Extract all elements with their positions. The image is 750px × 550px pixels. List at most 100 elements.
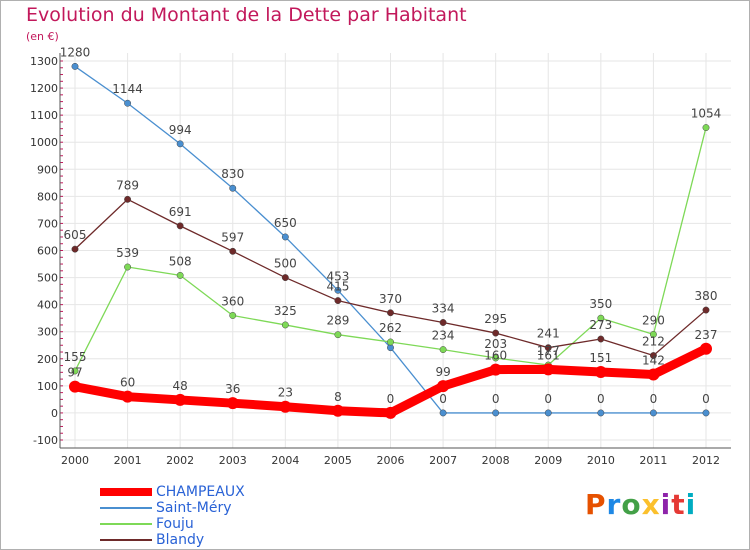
data-point-fouju — [229, 312, 237, 319]
y-tick-label: 200 — [37, 353, 58, 366]
logo-letter: P — [585, 488, 607, 521]
x-tick-label: 2003 — [219, 454, 247, 467]
y-tick-label: 500 — [37, 272, 58, 285]
data-point-saint-m-ry — [124, 99, 132, 107]
data-point-fouju — [492, 354, 500, 362]
y-tick-label: 1000 — [30, 136, 58, 149]
data-label-champeaux: 8 — [334, 390, 342, 404]
data-label-blandy: 334 — [432, 302, 455, 316]
logo-letter: r — [606, 488, 622, 521]
data-point-blandy — [649, 352, 657, 359]
data-point-fouju — [702, 124, 710, 132]
legend-item-fouju: Fouju — [100, 516, 245, 532]
data-label-saint-m-ry: 1280 — [60, 45, 91, 59]
data-point-fouju — [71, 367, 79, 375]
x-tick-label: 2005 — [324, 454, 352, 467]
data-label-blandy: 597 — [221, 230, 244, 244]
data-point-champeaux — [331, 404, 344, 417]
data-point-champeaux — [174, 393, 187, 406]
logo-letter: x — [641, 488, 661, 521]
data-point-saint-m-ry — [649, 409, 657, 417]
data-point-champeaux — [542, 363, 555, 376]
data-point-blandy — [387, 309, 394, 317]
data-label-saint-m-ry: 830 — [221, 167, 244, 181]
data-point-blandy — [439, 319, 447, 326]
data-point-champeaux — [594, 366, 607, 379]
x-tick-label: 2001 — [114, 454, 142, 467]
data-point-blandy — [334, 297, 342, 305]
data-point-saint-m-ry — [544, 409, 552, 417]
data-label-champeaux: 237 — [695, 328, 718, 342]
data-point-saint-m-ry — [702, 409, 710, 417]
grid — [60, 53, 731, 448]
data-point-blandy — [281, 274, 289, 282]
data-point-fouju — [439, 346, 447, 354]
y-tick-label: 600 — [37, 245, 58, 258]
x-tick-label: 2010 — [587, 454, 615, 467]
data-label-fouju: 1054 — [691, 107, 722, 121]
data-point-champeaux — [489, 363, 502, 376]
data-label-blandy: 241 — [537, 327, 560, 341]
data-point-blandy — [124, 195, 132, 203]
data-point-fouju — [176, 271, 184, 279]
y-tick-label: 800 — [37, 190, 58, 203]
data-label-blandy: 605 — [64, 228, 87, 242]
data-point-saint-m-ry — [176, 140, 184, 148]
data-label-champeaux: 36 — [225, 382, 240, 396]
data-point-fouju — [124, 263, 132, 271]
data-point-fouju — [281, 321, 289, 329]
chart-title: Evolution du Montant de la Dette par Hab… — [26, 4, 467, 26]
data-point-fouju — [387, 338, 394, 346]
logo-letter: t — [671, 488, 686, 521]
y-tick-label: 1300 — [30, 55, 58, 68]
data-point-blandy — [492, 329, 500, 337]
data-label-blandy: 273 — [589, 318, 612, 332]
y-tick-label: 300 — [37, 326, 58, 339]
data-label-champeaux: 0 — [387, 392, 395, 406]
data-point-saint-m-ry — [597, 409, 605, 417]
data-point-saint-m-ry — [71, 62, 79, 70]
data-label-fouju: 234 — [432, 329, 455, 343]
logo-letter: o — [621, 488, 642, 521]
data-label-champeaux: 151 — [589, 351, 612, 365]
proxiti-logo: Proxiti — [585, 488, 696, 521]
data-point-saint-m-ry — [229, 184, 237, 192]
data-point-fouju — [597, 314, 605, 322]
data-label-champeaux: 160 — [484, 349, 507, 363]
data-label-saint-m-ry: 0 — [439, 392, 447, 406]
data-label-fouju: 290 — [642, 313, 665, 327]
y-tick-label: -100 — [33, 434, 58, 447]
data-label-saint-m-ry: 650 — [274, 216, 297, 230]
data-point-fouju — [649, 330, 657, 338]
legend-swatch-fouju — [100, 523, 152, 525]
data-label-blandy: 295 — [484, 312, 507, 326]
data-label-fouju: 155 — [64, 350, 87, 364]
data-label-fouju: 360 — [221, 294, 244, 308]
data-label-champeaux: 60 — [120, 376, 135, 390]
legend-label: Fouju — [156, 516, 194, 532]
data-label-blandy: 691 — [169, 205, 192, 219]
x-tick-label: 2000 — [61, 454, 89, 467]
data-label-champeaux: 48 — [173, 379, 188, 393]
x-tick-label: 2011 — [639, 454, 667, 467]
data-point-blandy — [71, 245, 79, 253]
chart-subtitle: (en €) — [26, 30, 59, 43]
data-point-blandy — [176, 222, 184, 230]
x-tick-label: 2012 — [692, 454, 720, 467]
data-point-champeaux — [700, 342, 712, 355]
data-label-blandy: 415 — [326, 280, 349, 294]
data-label-saint-m-ry: 0 — [702, 392, 710, 406]
y-tick-label: 100 — [37, 380, 58, 393]
data-point-saint-m-ry — [281, 233, 289, 241]
data-point-champeaux — [647, 368, 660, 381]
y-tick-label: 1100 — [30, 109, 58, 122]
legend-label: CHAMPEAUX — [156, 484, 245, 500]
data-label-saint-m-ry: 0 — [597, 392, 605, 406]
data-point-champeaux — [384, 406, 397, 419]
legend-item-champeaux: CHAMPEAUX — [100, 484, 245, 500]
x-tick-label: 2009 — [534, 454, 562, 467]
legend-label: Blandy — [156, 532, 205, 548]
data-point-champeaux — [121, 390, 134, 403]
data-label-blandy: 789 — [116, 178, 139, 192]
